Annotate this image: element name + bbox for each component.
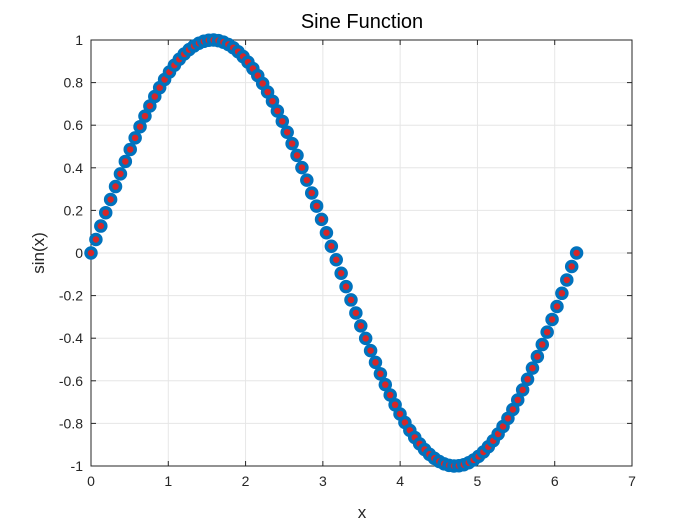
x-tick-label: 0	[87, 473, 95, 489]
data-point	[545, 312, 559, 327]
data-point	[295, 160, 309, 175]
data-point	[515, 383, 530, 397]
data-point	[103, 192, 118, 207]
data-point	[334, 266, 348, 280]
data-point	[344, 293, 358, 307]
y-tick-label: 1	[75, 32, 83, 48]
y-tick-labels: -1 -0.8 -0.6 -0.4 -0.2 0 0.2 0.4 0.6 0.8 1	[59, 32, 83, 474]
data-point	[265, 94, 280, 108]
data-point	[133, 119, 147, 134]
y-tick-label: -0.4	[59, 330, 83, 346]
data-point	[358, 331, 373, 346]
y-tick-label: 0	[75, 245, 83, 261]
data-point	[339, 279, 353, 294]
data-point	[123, 142, 137, 157]
y-tick-label: -1	[71, 458, 84, 474]
data-point	[285, 136, 299, 151]
data-point	[290, 148, 304, 163]
data-point	[383, 388, 397, 402]
data-point	[314, 212, 329, 227]
y-tick-label: 0.4	[64, 160, 84, 176]
y-tick-label: -0.6	[59, 373, 83, 389]
data-point	[84, 246, 98, 260]
data-point	[525, 361, 540, 375]
data-point	[569, 246, 584, 260]
data-point	[535, 337, 550, 352]
x-axis-label: x	[358, 503, 367, 522]
x-tick-label: 6	[551, 473, 559, 489]
x-tick-labels: 0 1 2 3 4 5 6 7	[87, 473, 636, 489]
data-point	[560, 273, 574, 287]
y-tick-label: -0.2	[59, 288, 83, 304]
data-point	[118, 154, 133, 169]
data-point	[354, 319, 368, 333]
data-point	[300, 173, 314, 187]
data-point	[128, 131, 142, 145]
data-point	[555, 286, 569, 301]
chart-title: Sine Function	[301, 11, 423, 33]
data-point	[329, 253, 343, 267]
data-point	[530, 349, 545, 364]
data-point	[304, 186, 319, 200]
data-point	[309, 199, 324, 213]
data-point	[349, 306, 363, 320]
x-tick-label: 4	[396, 473, 404, 489]
data-point	[108, 179, 123, 194]
y-tick-label: 0.2	[64, 202, 84, 218]
y-tick-label: 0.8	[64, 75, 84, 91]
data-point	[363, 343, 378, 358]
data-point	[373, 367, 388, 381]
data-point	[94, 219, 108, 233]
data-point	[510, 393, 525, 407]
x-tick-label: 3	[319, 473, 327, 489]
data-point	[564, 259, 579, 274]
data-point	[280, 125, 294, 139]
data-point	[275, 114, 290, 129]
y-axis-label: sin(x)	[29, 232, 48, 274]
y-tick-label: 0.6	[64, 117, 84, 133]
data-point	[550, 299, 564, 314]
data-point	[98, 205, 113, 220]
data-point	[368, 355, 383, 370]
data-point	[270, 104, 285, 118]
x-tick-label: 2	[242, 473, 250, 489]
data-series	[84, 33, 584, 473]
data-point	[378, 377, 393, 392]
x-tick-label: 5	[474, 473, 482, 489]
y-tick-label: -0.8	[59, 415, 83, 431]
data-point	[89, 232, 103, 247]
x-tick-label: 1	[164, 473, 172, 489]
x-tick-label: 7	[628, 473, 636, 489]
data-point	[520, 372, 535, 387]
data-point	[113, 167, 128, 181]
data-point	[138, 109, 152, 123]
data-point	[540, 325, 554, 339]
data-point	[324, 239, 339, 253]
data-point	[319, 226, 334, 240]
